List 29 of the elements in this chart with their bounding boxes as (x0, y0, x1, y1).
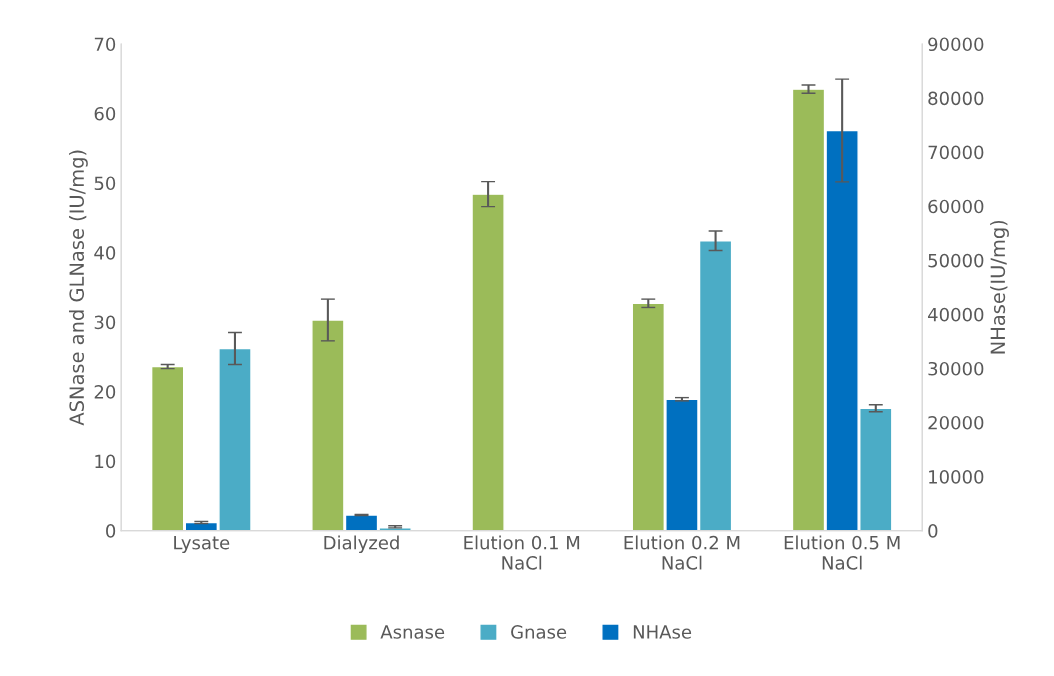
y-tick-label: 10 (95, 454, 116, 469)
y2-tick-label: 80000 (928, 91, 984, 106)
x-tick-label: Lysate (174, 536, 230, 553)
y2-tick-label: 50000 (928, 253, 984, 268)
y-tick-label: 50 (94, 176, 116, 191)
y-tick-label: 30 (94, 315, 116, 330)
y-tick-label: 70 (94, 37, 116, 52)
y2-tick-label: 0 (928, 524, 938, 538)
x-tick-label: Elution 0.2 M NaCl (624, 535, 740, 570)
y2-tick-label: 60000 (928, 199, 984, 214)
y2-tick-label: 40000 (927, 307, 984, 322)
legend-label: Asnase (380, 625, 445, 639)
y-tick-label: 20 (94, 385, 116, 399)
legend-label: Gnase (511, 625, 567, 639)
x-tick-label: Dialyzed (324, 535, 399, 553)
y2-tick-label: 20000 (928, 415, 984, 430)
y2-tick-label: 70000 (928, 145, 984, 160)
y2-tick-label: 30000 (928, 361, 984, 376)
y-axis-title: ASNase and GLNase (IU/mg) (69, 150, 88, 426)
y2-tick-label: 90000 (928, 37, 984, 52)
y2-axis-title: NHase(IU/mg) (990, 220, 1009, 354)
bar (471, 193, 505, 531)
y-tick-label: 0 (106, 524, 116, 538)
y-tick-label: 40 (94, 245, 116, 260)
x-tick-label: Elution 0.1 M NaCl (464, 535, 580, 570)
y-tick-label: 60 (94, 106, 116, 121)
y2-tick-label: 10000 (929, 470, 984, 484)
legend-label: NHAse (633, 625, 692, 639)
x-tick-label: Elution 0.5 M NaCl (784, 535, 900, 570)
